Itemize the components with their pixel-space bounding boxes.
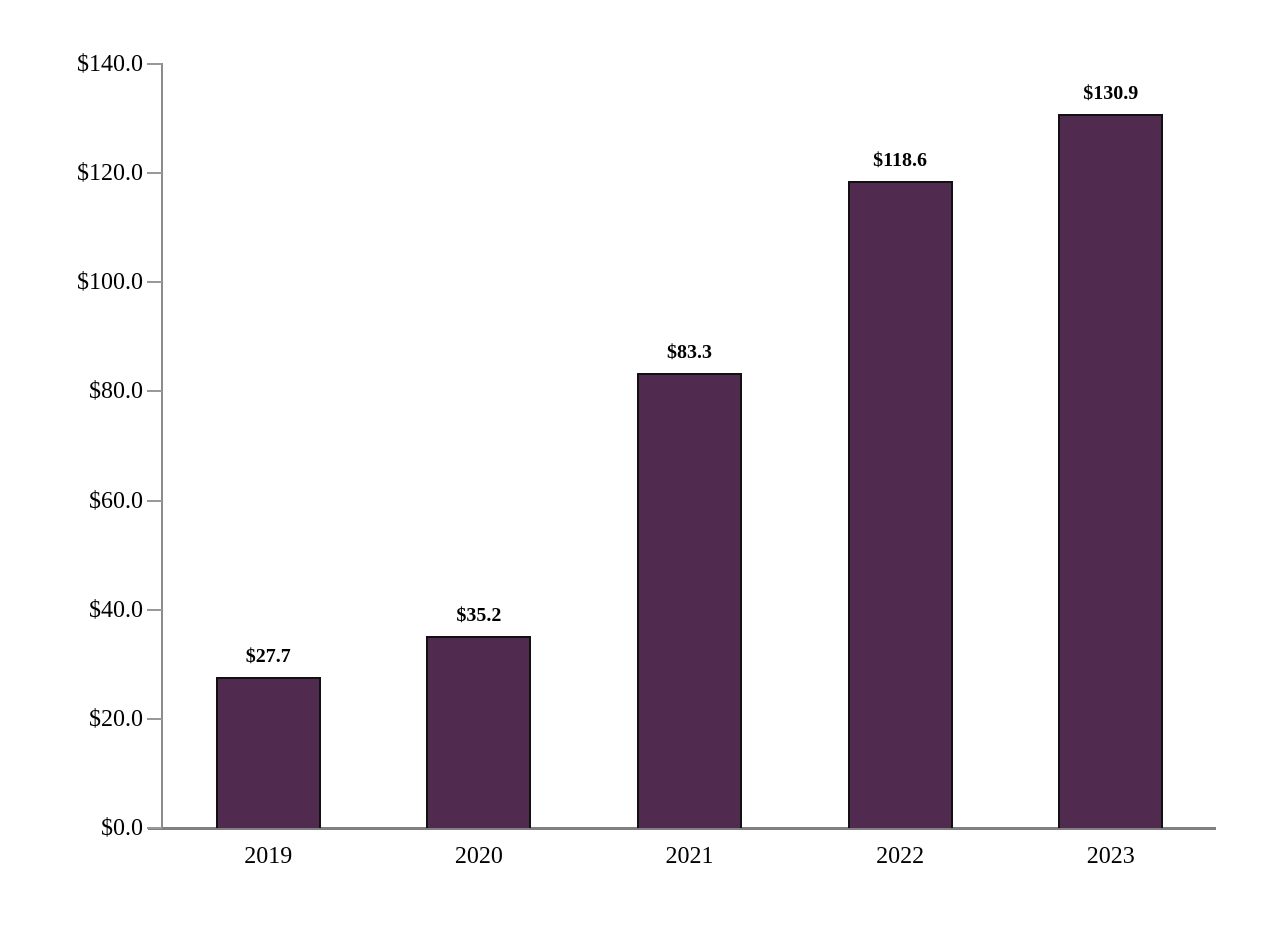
y-axis-tick-label: $100.0 <box>77 269 143 296</box>
x-axis-tick-label: 2020 <box>454 843 503 869</box>
bar <box>215 676 321 828</box>
y-axis-tick-mark <box>147 827 162 829</box>
bar-value-label: $35.2 <box>456 603 502 626</box>
y-axis-tick-label: $120.0 <box>77 160 143 187</box>
y-axis-tick-mark <box>147 63 162 65</box>
y-axis-tick-label: $60.0 <box>89 487 143 514</box>
bar-value-label: $83.3 <box>667 341 712 364</box>
y-axis-tick-mark <box>147 499 162 502</box>
y-axis-tick-mark <box>147 608 162 611</box>
y-axis-tick-mark <box>147 717 162 720</box>
y-axis-tick-label: $0.0 <box>101 815 143 841</box>
x-axis-line <box>148 827 1216 830</box>
y-axis-tick-mark <box>147 390 162 393</box>
bar-value-label: $130.9 <box>1083 81 1139 104</box>
x-axis-tick-label: 2021 <box>665 843 714 869</box>
y-axis-line <box>161 63 163 829</box>
bar <box>847 180 953 828</box>
bar-value-label: $27.7 <box>245 644 291 667</box>
y-axis-tick-label: $40.0 <box>89 596 143 623</box>
y-axis-tick-mark <box>147 172 162 175</box>
bar-value-label: $118.6 <box>873 148 928 171</box>
bar <box>637 373 742 828</box>
x-axis-tick-label: 2019 <box>244 843 293 869</box>
y-axis-tick-mark <box>147 281 162 284</box>
bar <box>426 635 532 828</box>
y-axis-tick-label: $80.0 <box>89 378 143 405</box>
bar <box>1058 113 1164 828</box>
plot-area: $27.7 $35.2 $83.3 $118.6 $130.9 <box>163 64 1216 828</box>
x-axis-tick-label: 2022 <box>876 843 925 869</box>
y-axis-tick-label: $20.0 <box>89 705 143 732</box>
y-axis-tick-label: $140.0 <box>77 51 143 77</box>
x-axis-tick-label: 2023 <box>1086 843 1135 869</box>
